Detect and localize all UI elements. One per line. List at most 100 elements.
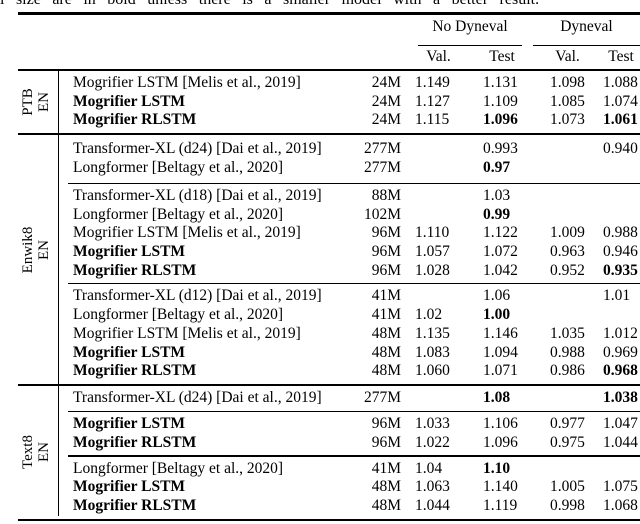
value-cell: 1.088 — [603, 74, 638, 91]
value-cell: 1.068 — [603, 496, 638, 514]
cmidrule-no-dyneval — [418, 44, 522, 46]
value-cell: 0.952 — [550, 261, 585, 279]
section-divider-rule — [18, 383, 640, 387]
table-row: Longformer [Beltagy et al., 2020] 41M 1.02… — [0, 306, 640, 325]
value-cell: 1.10 — [483, 459, 511, 477]
value-cell: 1.08 — [483, 389, 511, 407]
value-cell: 1.035 — [550, 324, 585, 342]
value-cell: 0.986 — [550, 362, 585, 380]
value-cell: 1.044 — [415, 496, 450, 514]
col-group-no-dyneval: No Dyneval — [432, 18, 508, 35]
table-row: Longformer [Beltagy et al., 2020] 102M 0.9… — [0, 206, 640, 225]
value-cell: 1.083 — [415, 343, 450, 361]
value-cell: 1.04 — [415, 459, 443, 477]
model-block: Transformer-XL (d18) [Dai et al., 2019] 8… — [0, 184, 640, 283]
value-cell: 1.071 — [483, 362, 518, 380]
table-row: Mogrifier RLSTM 96M 1.028 1.042 0.952 0.935 — [0, 262, 640, 281]
value-cell: 1.135 — [415, 324, 450, 342]
model-cell: Mogrifier LSTM — [73, 343, 186, 361]
block-divider-rule — [68, 283, 640, 285]
header-rule — [18, 69, 640, 72]
value-cell: 0.963 — [550, 242, 585, 260]
value-cell: 1.02 — [415, 306, 443, 324]
col-group-dyneval: Dyneval — [560, 18, 613, 35]
value-cell: 1.127 — [415, 92, 450, 110]
size-cell: 277M — [363, 158, 401, 176]
value-cell: 1.106 — [483, 414, 518, 432]
model-cell: Mogrifier LSTM — [73, 242, 186, 260]
model-block: Transformer-XL (d12) [Dai et al., 2019] 4… — [0, 284, 640, 383]
model-cell: Mogrifier LSTM — [73, 92, 186, 110]
value-cell: 1.098 — [550, 74, 585, 91]
table-row: Longformer [Beltagy et al., 2020] 41M 1.04… — [0, 460, 640, 479]
value-cell: 1.074 — [603, 92, 638, 110]
size-cell: 102M — [363, 205, 401, 223]
size-cell: 48M — [371, 343, 401, 361]
size-cell: 96M — [371, 224, 401, 242]
model-cell: Mogrifier RLSTM — [73, 433, 197, 451]
top-rule — [18, 12, 640, 15]
table-row: Mogrifier LSTM 96M 1.033 1.106 0.977 1.047 — [0, 415, 640, 434]
value-cell: 1.119 — [483, 496, 518, 514]
size-cell: 41M — [371, 306, 401, 324]
value-cell: 0.935 — [603, 261, 638, 279]
value-cell: 1.149 — [415, 74, 450, 91]
value-cell: 1.038 — [603, 389, 638, 407]
value-cell: 1.057 — [415, 242, 450, 260]
table-row: Mogrifier LSTM [Melis et al., 2019] 24M 1.… — [0, 74, 640, 93]
size-cell: 96M — [371, 242, 401, 260]
model-cell: Transformer-XL (d18) [Dai et al., 2019] — [73, 186, 322, 204]
table-body: PTB EN Mogrifier LSTM [Melis et al., 2019]… — [0, 71, 640, 522]
value-cell: 1.042 — [483, 261, 518, 279]
table-row: Transformer-XL (d12) [Dai et al., 2019] 4… — [0, 287, 640, 306]
size-cell: 96M — [371, 414, 401, 432]
size-cell: 277M — [363, 389, 401, 407]
value-cell: 0.940 — [603, 140, 638, 158]
value-cell: 1.096 — [483, 433, 518, 451]
value-cell: 1.00 — [483, 306, 511, 324]
table-row: Mogrifier RLSTM 96M 1.022 1.096 0.975 1.044 — [0, 434, 640, 453]
value-cell: 1.109 — [483, 92, 518, 110]
model-cell: Mogrifier LSTM — [73, 414, 186, 432]
table-row: Longformer [Beltagy et al., 2020] 277M 0.9… — [0, 159, 640, 178]
value-cell: 1.047 — [603, 414, 638, 432]
value-cell: 0.993 — [483, 140, 518, 158]
size-cell: 48M — [371, 362, 401, 380]
model-block: Mogrifier LSTM [Melis et al., 2019] 24M 1.… — [0, 71, 640, 133]
value-cell: 1.03 — [483, 186, 511, 204]
value-cell: 1.110 — [415, 224, 450, 242]
table-row: Mogrifier LSTM [Melis et al., 2019] 96M 1.… — [0, 224, 640, 243]
size-cell: 96M — [371, 261, 401, 279]
model-cell: Mogrifier LSTM [Melis et al., 2019] — [73, 324, 301, 342]
table-row: Mogrifier LSTM [Melis et al., 2019] 48M 1.… — [0, 325, 640, 344]
table-row: Mogrifier RLSTM 48M 1.060 1.071 0.986 0.968 — [0, 362, 640, 381]
value-cell: 1.122 — [483, 224, 518, 242]
model-cell: Longformer [Beltagy et al., 2020] — [73, 459, 284, 477]
model-cell: Transformer-XL (d24) [Dai et al., 2019] — [73, 389, 322, 407]
value-cell: 1.072 — [483, 242, 518, 260]
value-cell: 0.998 — [550, 496, 585, 514]
value-cell: 1.131 — [483, 74, 518, 91]
model-block: Transformer-XL (d24) [Dai et al., 2019] 2… — [0, 386, 640, 411]
block-divider-rule — [68, 410, 640, 412]
value-cell: 0.99 — [483, 205, 511, 223]
table-row: Transformer-XL (d18) [Dai et al., 2019] 8… — [0, 187, 640, 206]
bottom-rule — [18, 518, 640, 522]
model-block: Transformer-XL (d24) [Dai et al., 2019] 2… — [0, 135, 640, 182]
section-text8: Text8 EN Transformer-XL (d24) [Dai et al.,… — [0, 386, 640, 519]
size-cell: 41M — [371, 287, 401, 305]
value-cell: 1.061 — [603, 111, 638, 129]
value-cell: 1.063 — [415, 478, 450, 496]
table-row: Mogrifier RLSTM 48M 1.044 1.119 0.998 1.068 — [0, 497, 640, 516]
size-cell: 48M — [371, 496, 401, 514]
model-cell: Mogrifier LSTM [Melis et al., 2019] — [73, 224, 301, 242]
subheader-val-dyneval: Val. — [555, 48, 580, 65]
table-row: Transformer-XL (d24) [Dai et al., 2019] 2… — [0, 389, 640, 408]
value-cell: 0.988 — [603, 224, 638, 242]
value-cell: 1.085 — [550, 92, 585, 110]
size-cell: 96M — [371, 433, 401, 451]
value-cell: 1.096 — [483, 111, 518, 129]
cmidrule-dyneval — [533, 44, 640, 46]
model-cell: Longformer [Beltagy et al., 2020] — [73, 205, 284, 223]
